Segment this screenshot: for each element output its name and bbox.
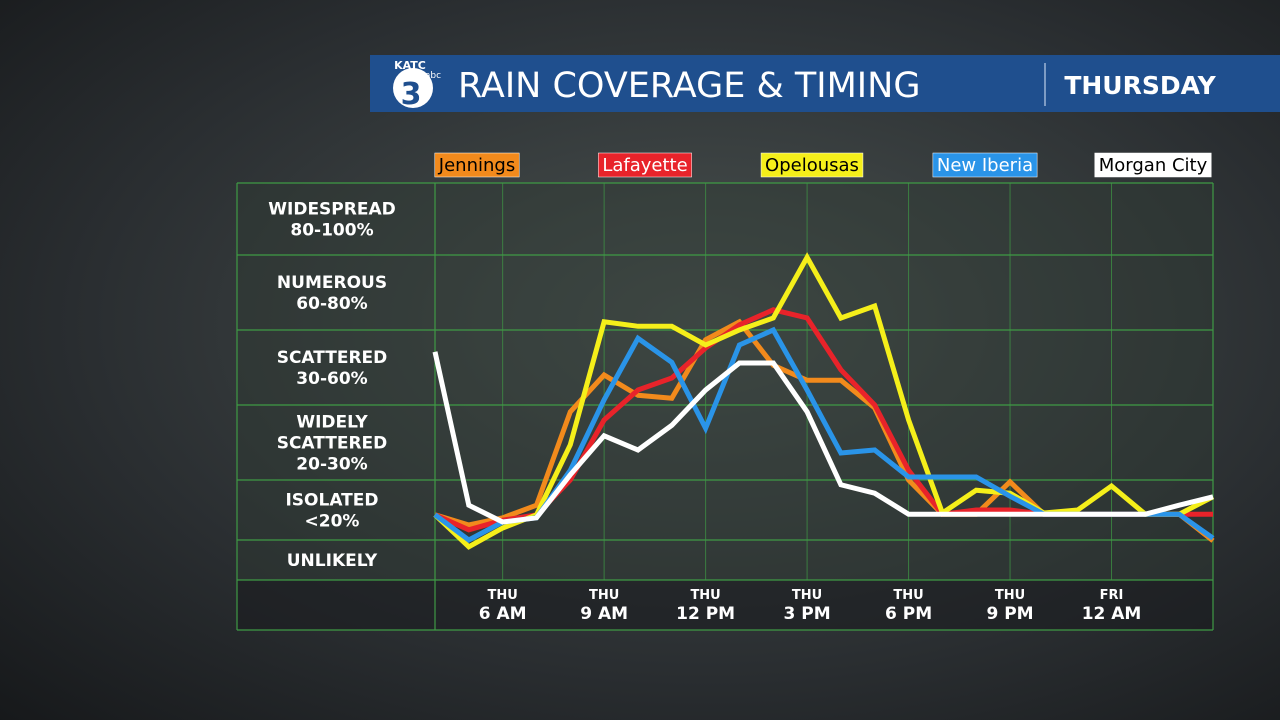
y-band-label: SCATTERED <box>277 434 388 454</box>
x-tick-label: 3 PM <box>784 604 831 624</box>
legend-item: Lafayette <box>598 152 692 178</box>
x-tick-label: 9 AM <box>580 604 628 624</box>
y-band-label: NUMEROUS <box>277 273 387 293</box>
logo-brand: KATC <box>394 59 426 72</box>
header-banner <box>370 55 1280 112</box>
header-title: RAIN COVERAGE & TIMING <box>458 66 920 106</box>
legend-item: Jennings <box>434 152 520 178</box>
legend-item: New Iberia <box>932 152 1038 178</box>
legend-label: Lafayette <box>602 155 687 176</box>
legend-item: Morgan City <box>1094 152 1212 178</box>
x-tick-day: THU <box>792 588 822 603</box>
logo-disc <box>393 68 433 108</box>
legend-swatch <box>434 152 520 178</box>
x-tick-label: 12 PM <box>676 604 735 624</box>
y-band-label: ISOLATED <box>285 491 378 511</box>
series-line <box>432 351 1214 525</box>
legend-label: Opelousas <box>765 155 859 176</box>
logo-number: 3 <box>401 77 422 112</box>
y-band-label: WIDESPREAD <box>268 200 395 220</box>
x-tick-label: 6 AM <box>479 604 527 624</box>
x-tick-day: THU <box>487 588 517 603</box>
x-tick-label: 6 PM <box>885 604 932 624</box>
x-tick-day: FRI <box>1100 588 1124 603</box>
x-tick-day: THU <box>893 588 923 603</box>
y-band-label: 30-60% <box>296 369 367 389</box>
y-band-label: <20% <box>305 512 360 532</box>
x-tick-label: 9 PM <box>986 604 1033 624</box>
series-line <box>433 252 1215 550</box>
header: KATC 3 abc RAIN COVERAGE & TIMING THURSD… <box>370 55 1280 112</box>
y-band-label: WIDELY <box>296 413 368 433</box>
y-band-label: 20-30% <box>296 455 367 475</box>
x-tick-day: THU <box>589 588 619 603</box>
x-tick-label: 12 AM <box>1082 604 1142 624</box>
legend-swatch <box>760 152 864 178</box>
y-band-label: 80-100% <box>290 221 373 241</box>
legend-label: Morgan City <box>1099 155 1208 176</box>
legend-label: New Iberia <box>937 155 1033 176</box>
x-tick-day: THU <box>690 588 720 603</box>
logo-network: abc <box>425 71 441 81</box>
y-band-label: SCATTERED <box>277 348 388 368</box>
legend-item: Opelousas <box>760 152 864 178</box>
legend-swatch <box>932 152 1038 178</box>
legend-label: Jennings <box>438 155 515 176</box>
y-band-label: UNLIKELY <box>287 551 378 571</box>
legend-swatch <box>598 152 692 178</box>
x-axis-panel <box>237 580 1213 630</box>
header-day: THURSDAY <box>1064 71 1216 100</box>
x-tick-day: THU <box>995 588 1025 603</box>
y-band-label: 60-80% <box>296 294 367 314</box>
legend-swatch <box>1094 152 1212 178</box>
